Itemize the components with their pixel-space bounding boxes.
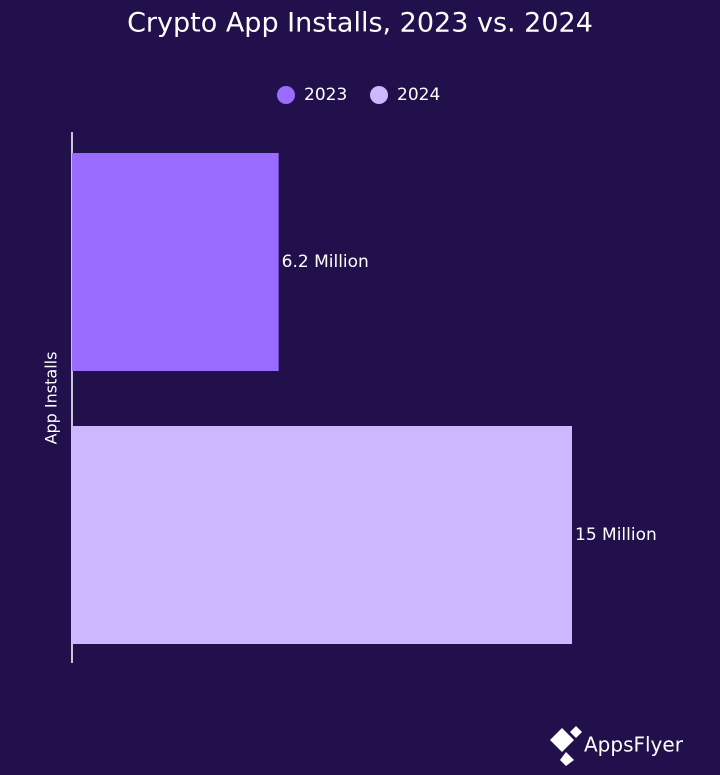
logo-text: AppsFlyer bbox=[584, 733, 684, 757]
logo: AppsFlyer bbox=[550, 726, 684, 766]
bar bbox=[72, 426, 572, 644]
value-label: 6.2 Million bbox=[282, 252, 369, 272]
value-label: 15 Million bbox=[575, 525, 657, 545]
logo-icon bbox=[570, 726, 582, 738]
y-axis-label: App Installs bbox=[42, 352, 61, 445]
legend-label: 2024 bbox=[397, 85, 440, 105]
chart-title: Crypto App Installs, 2023 vs. 2024 bbox=[127, 8, 593, 39]
legend-label: 2023 bbox=[304, 85, 347, 105]
legend-marker bbox=[370, 86, 388, 104]
bar bbox=[72, 153, 279, 371]
legend-marker bbox=[277, 86, 295, 104]
logo-icon bbox=[550, 728, 574, 752]
logo-icon bbox=[560, 752, 574, 766]
